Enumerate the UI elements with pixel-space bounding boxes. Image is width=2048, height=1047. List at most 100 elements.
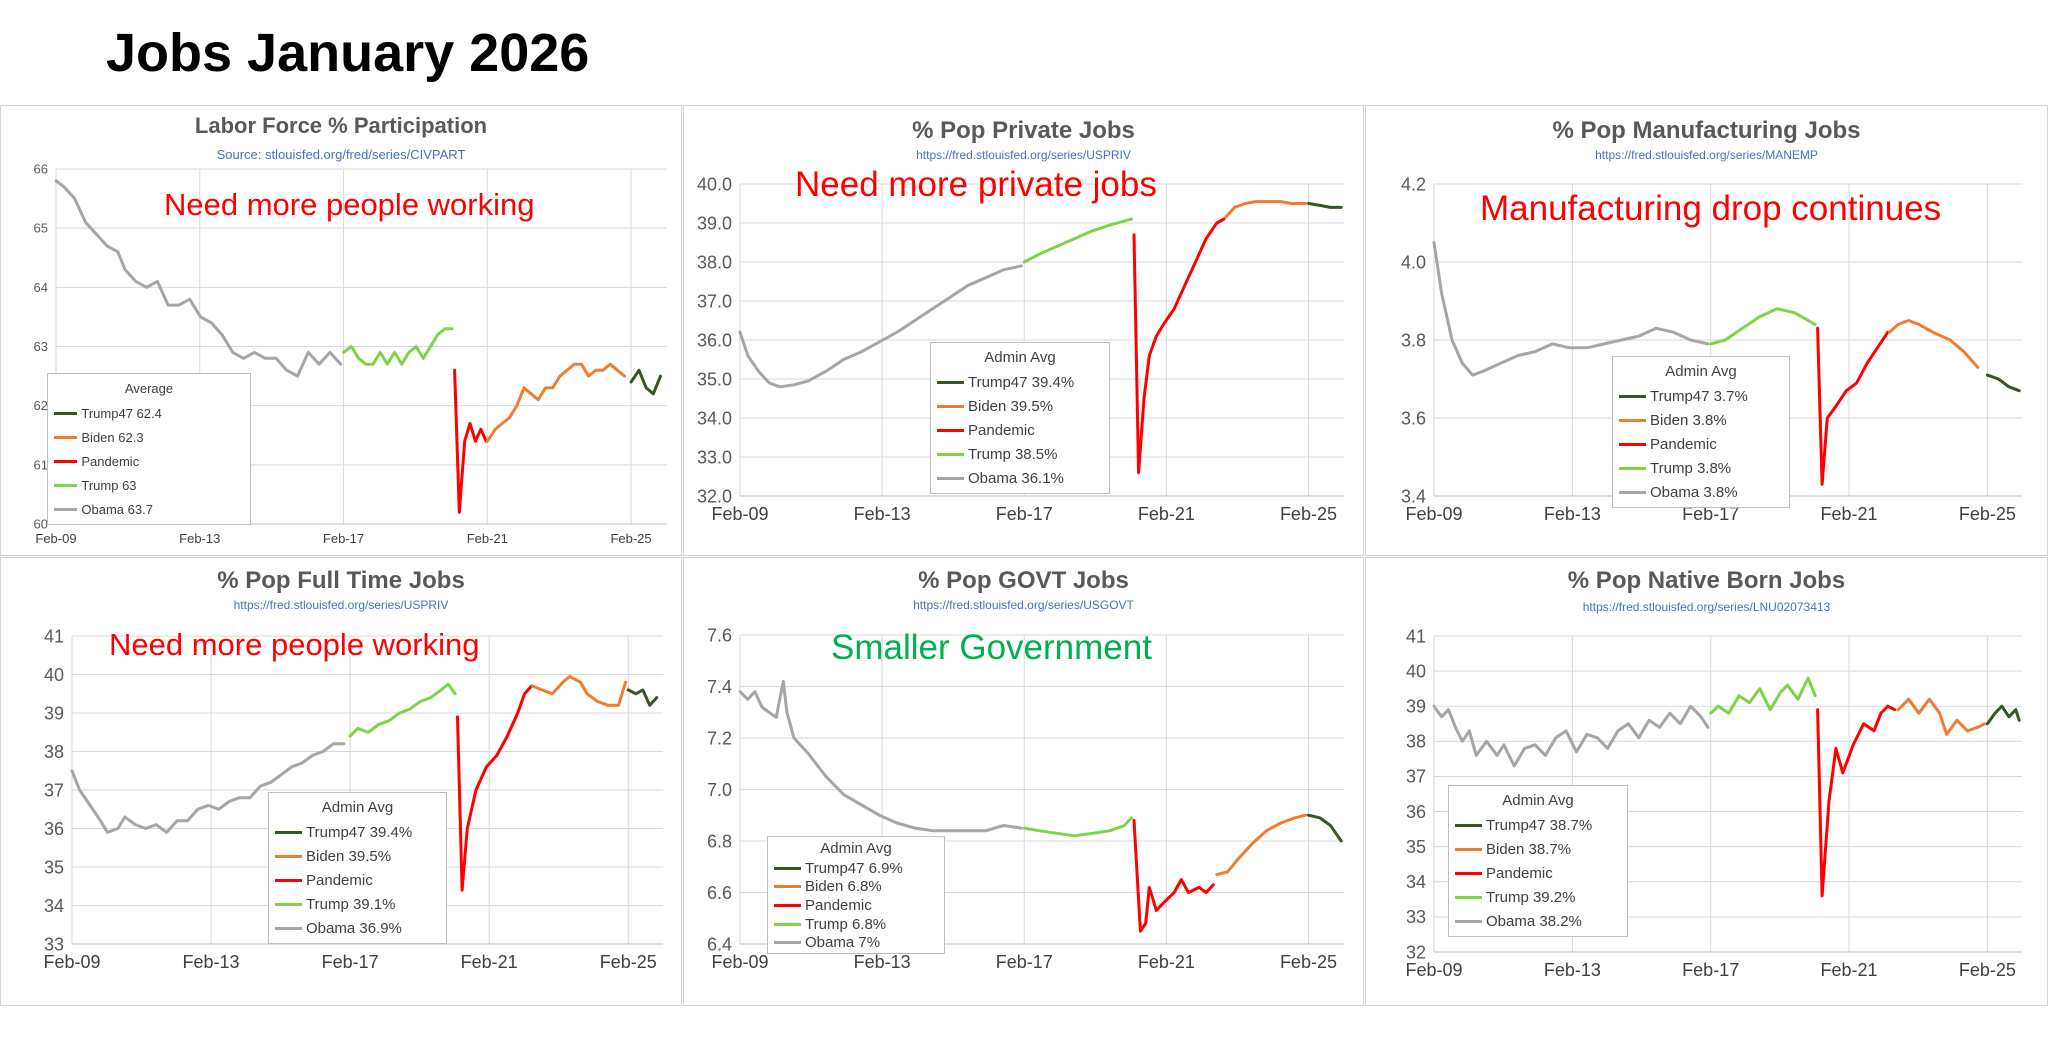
series-line-pandemic bbox=[1816, 326, 1890, 486]
series-line-trump bbox=[342, 327, 454, 366]
legend-swatch bbox=[1455, 871, 1482, 875]
y-tick-label: 65 bbox=[34, 221, 48, 236]
series-line-biden bbox=[1888, 319, 1980, 369]
legend-swatch bbox=[1619, 442, 1646, 446]
y-tick-label: 32.0 bbox=[697, 486, 732, 506]
legend-label: Trump47 62.4 bbox=[81, 405, 162, 421]
chart-title: % Pop Native Born Jobs bbox=[1567, 567, 1846, 594]
chart-panel-lfpr: Labor Force % Participation Source: stlou… bbox=[0, 105, 682, 556]
legend-label: Trump 39.2% bbox=[1486, 889, 1576, 907]
chart-panel-nativeborn: % Pop Native Born Jobs https://fred.stlou… bbox=[1365, 557, 2048, 1006]
x-tick-label: Feb-17 bbox=[996, 952, 1053, 972]
series-line-pandemic bbox=[1132, 217, 1226, 475]
series-line-trump47 bbox=[626, 688, 659, 707]
legend-item-pandemic: Pandemic bbox=[937, 418, 1103, 442]
legend-item-trump: Trump 6.8% bbox=[774, 915, 938, 934]
chart-legend: Admin Avg Trump47 3.7% Biden 3.8% Pandemic T… bbox=[1612, 356, 1790, 508]
legend-swatch bbox=[275, 830, 302, 834]
y-tick-label: 35 bbox=[1406, 837, 1426, 857]
legend-label: Pandemic bbox=[1650, 435, 1717, 453]
y-tick-label: 38.0 bbox=[697, 252, 732, 272]
legend-item-obama: Obama 3.8% bbox=[1619, 481, 1783, 505]
legend-label: Obama 36.1% bbox=[968, 470, 1064, 488]
y-tick-label: 41 bbox=[44, 626, 64, 646]
series-line-biden bbox=[1215, 813, 1308, 876]
legend-swatch bbox=[1455, 896, 1482, 900]
y-tick-label: 3.8 bbox=[1401, 330, 1426, 350]
legend-label: Pandemic bbox=[306, 871, 373, 889]
series-line-pandemic bbox=[1816, 704, 1897, 898]
legend-swatch bbox=[1619, 394, 1646, 398]
legend-swatch bbox=[1455, 920, 1482, 924]
y-tick-label: 35.0 bbox=[697, 369, 732, 389]
series-line-biden bbox=[485, 362, 627, 443]
series-line-trump bbox=[1022, 816, 1133, 838]
series-line-obama bbox=[1432, 241, 1710, 377]
y-tick-label: 3.4 bbox=[1401, 486, 1426, 506]
legend-item-trump: Trump 3.8% bbox=[1619, 457, 1783, 481]
x-tick-label: Feb-09 bbox=[35, 531, 76, 546]
y-tick-label: 4.2 bbox=[1401, 174, 1426, 194]
legend-item-biden: Biden 39.5% bbox=[275, 844, 440, 868]
y-tick-label: 34 bbox=[1406, 872, 1426, 892]
legend-swatch bbox=[275, 927, 302, 931]
y-tick-label: 33.0 bbox=[697, 447, 732, 467]
chart-legend: Average Trump47 62.4 Biden 62.3 Pandemic Tru… bbox=[47, 373, 251, 525]
series-line-biden bbox=[531, 674, 627, 707]
series-line-trump bbox=[348, 682, 457, 738]
chart-source: https://fred.stlouisfed.org/series/USGOV… bbox=[913, 598, 1134, 612]
chart-source: Source: stlouisfed.org/fred/series/CIVPA… bbox=[216, 147, 466, 162]
chart-source: https://fred.stlouisfed.org/series/USPRI… bbox=[916, 148, 1131, 162]
series-line-obama bbox=[70, 742, 346, 834]
x-tick-label: Feb-25 bbox=[1280, 504, 1337, 524]
legend-label: Obama 36.9% bbox=[306, 920, 402, 938]
y-tick-label: 40 bbox=[1406, 661, 1426, 681]
legend-swatch bbox=[1455, 847, 1482, 851]
y-tick-label: 7.4 bbox=[707, 677, 732, 697]
y-tick-label: 34.0 bbox=[697, 408, 732, 428]
legend-label: Pandemic bbox=[81, 453, 140, 469]
y-tick-label: 6.8 bbox=[707, 831, 732, 851]
legend-label: Biden 62.3 bbox=[81, 429, 144, 445]
x-tick-label: Feb-17 bbox=[996, 504, 1053, 524]
chart-legend: Admin Avg Trump47 39.4% Biden 39.5% Pandemi… bbox=[930, 342, 1110, 494]
y-tick-label: 6.6 bbox=[707, 883, 732, 903]
chart-title: % Pop Manufacturing Jobs bbox=[1552, 117, 1861, 144]
chart-annotation: Need more people working bbox=[109, 627, 480, 662]
series-line-trump47 bbox=[629, 368, 662, 396]
y-tick-label: 37 bbox=[1406, 767, 1426, 787]
x-tick-label: Feb-21 bbox=[1138, 952, 1195, 972]
legend-header: Admin Avg bbox=[321, 799, 394, 816]
legend-item-biden: Biden 38.7% bbox=[1455, 837, 1621, 861]
chart-title: % Pop GOVT Jobs bbox=[918, 567, 1129, 594]
legend-swatch bbox=[774, 866, 801, 870]
y-tick-label: 7.6 bbox=[707, 625, 732, 645]
legend-header: Admin Avg bbox=[1665, 363, 1737, 380]
legend-label: Trump47 6.9% bbox=[805, 859, 903, 877]
x-tick-label: Feb-21 bbox=[467, 531, 508, 546]
chart-plot: 60 61 62 63 64 65 66 Feb-09 Feb-13 Feb-17 Feb-21 Fe… bbox=[34, 162, 667, 546]
series-line-obama bbox=[1432, 704, 1710, 768]
series-line-trump47 bbox=[1307, 813, 1343, 843]
y-tick-label: 63 bbox=[34, 339, 48, 354]
legend-label: Trump 63 bbox=[81, 478, 137, 494]
x-tick-label: Feb-17 bbox=[322, 952, 379, 972]
x-tick-label: Feb-13 bbox=[183, 952, 240, 972]
legend-item-obama: Obama 36.9% bbox=[275, 917, 440, 941]
legend-label: Biden 38.7% bbox=[1486, 840, 1572, 858]
chart-legend: Admin Avg Trump47 6.9% Biden 6.8% Pandemic T… bbox=[767, 836, 945, 954]
y-tick-label: 39.0 bbox=[697, 213, 732, 233]
legend-item-pandemic: Pandemic bbox=[774, 896, 938, 915]
legend-item-obama: Obama 38.2% bbox=[1455, 910, 1621, 934]
x-tick-label: Feb-13 bbox=[1544, 960, 1601, 980]
x-tick-label: Feb-17 bbox=[1682, 504, 1739, 524]
y-tick-label: 37 bbox=[44, 780, 64, 800]
chart-panel-fulltime: % Pop Full Time Jobs https://fred.stlouis… bbox=[0, 557, 682, 1006]
legend-item-trump: Trump 39.2% bbox=[1455, 886, 1621, 910]
y-tick-label: 7.2 bbox=[707, 728, 732, 748]
chart-annotation: Need more people working bbox=[164, 187, 535, 222]
chart-plot: 32 33 34 35 36 37 38 39 40 41 Feb-09 Feb-13 Feb-17 Fe… bbox=[1405, 626, 2022, 980]
legend-label: Biden 39.5% bbox=[968, 397, 1054, 415]
series-line-biden bbox=[1896, 697, 1987, 736]
series-line-trump47 bbox=[1307, 202, 1343, 209]
